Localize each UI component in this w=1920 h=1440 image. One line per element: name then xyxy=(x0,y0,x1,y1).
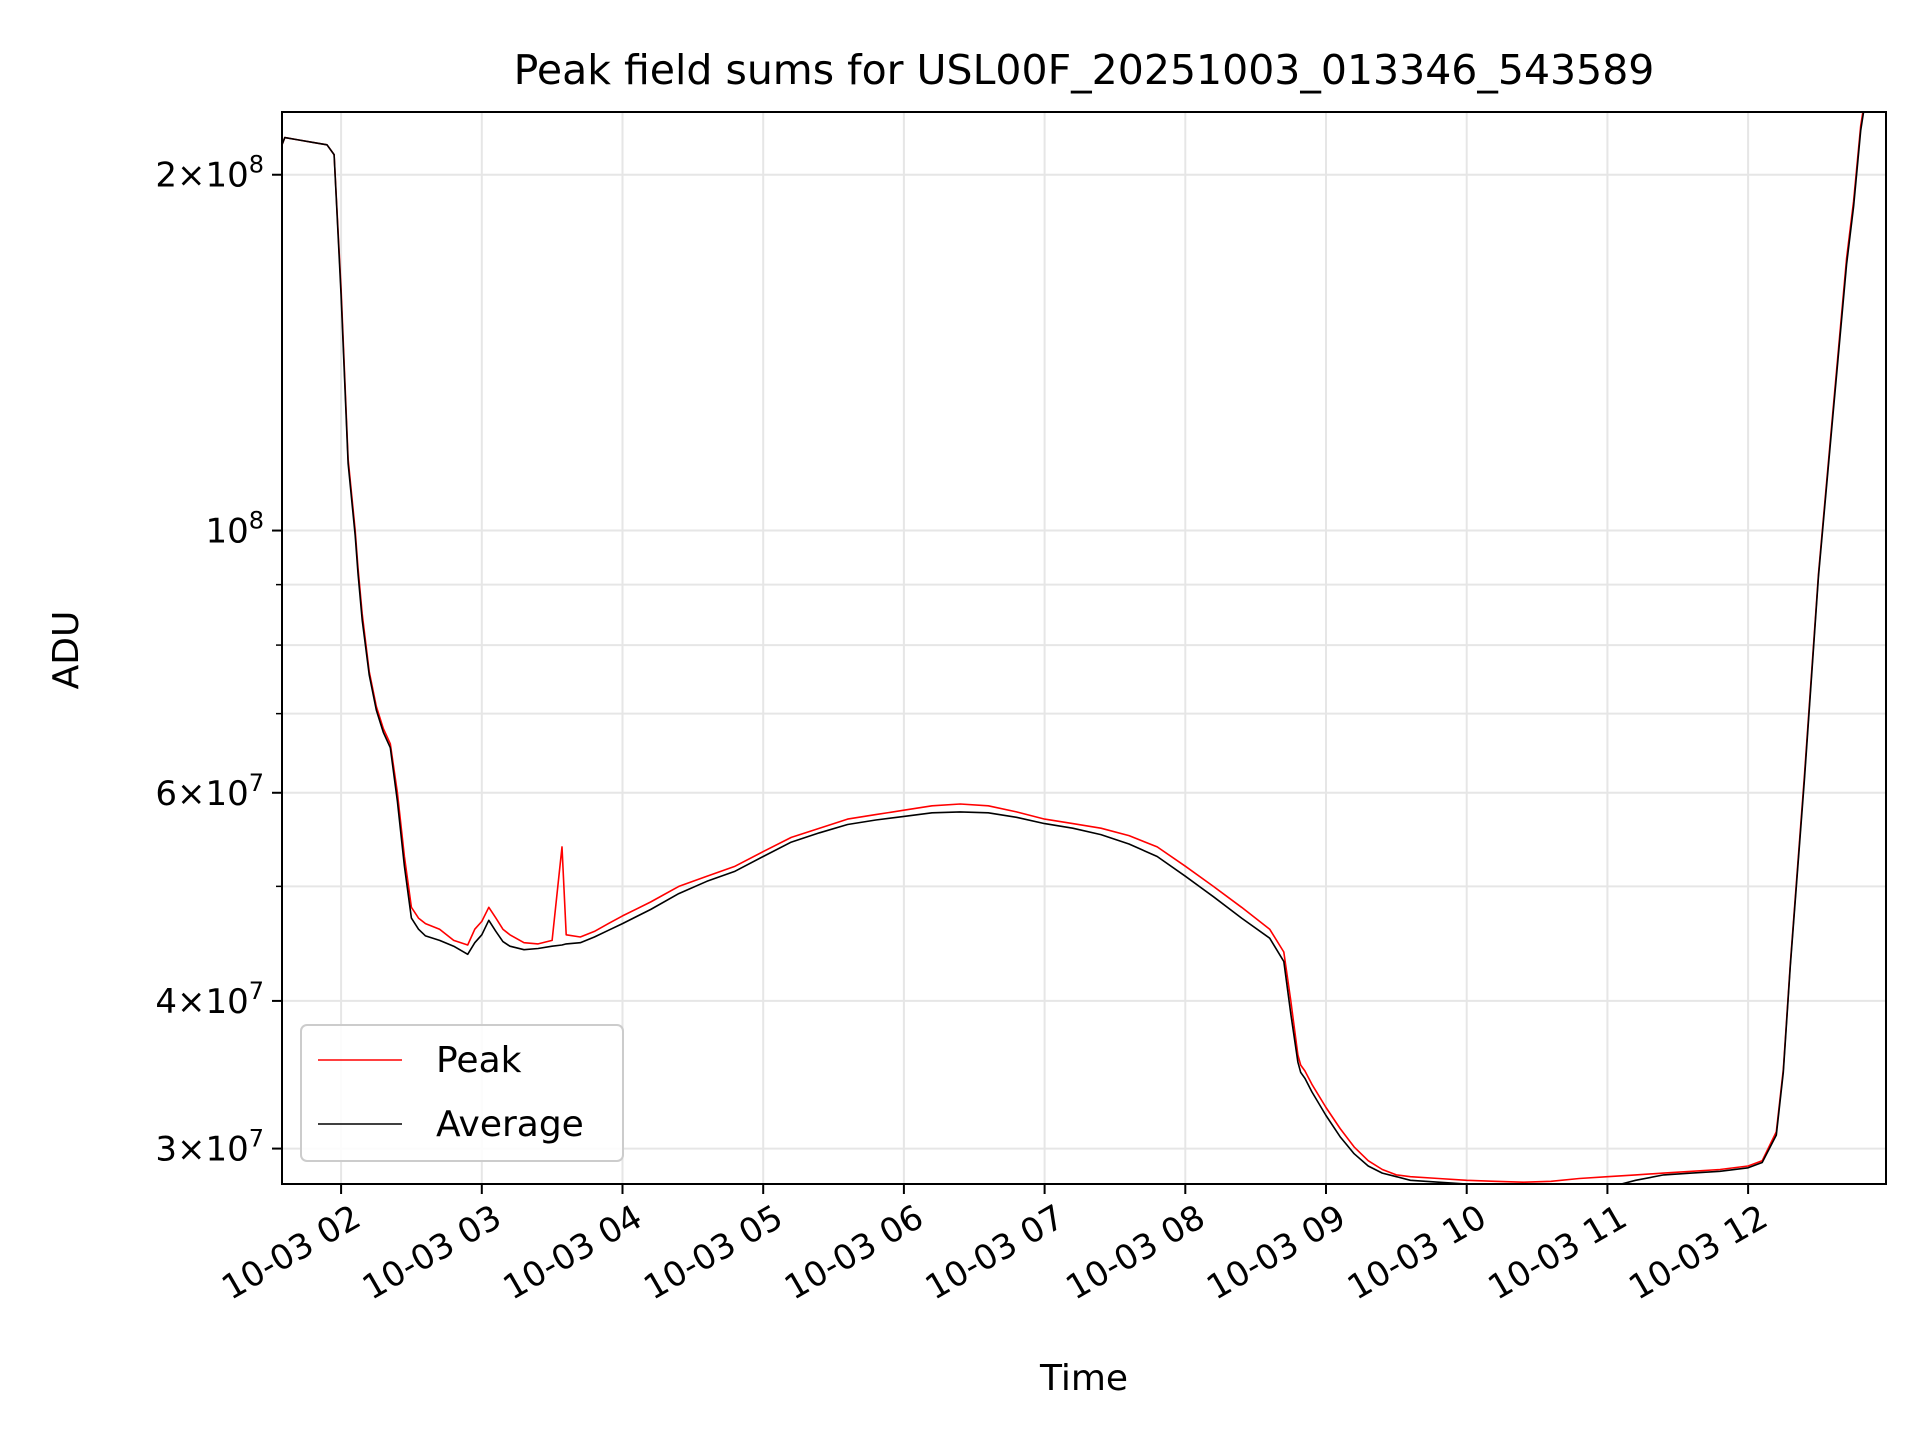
y-tick-label-2: 6×107 xyxy=(155,769,264,814)
legend-label-peak: Peak xyxy=(436,1040,522,1081)
series-line-peak xyxy=(282,112,1864,1183)
grid xyxy=(282,112,1886,1184)
y-tick-label-0: 3×107 xyxy=(155,1125,264,1170)
plot-frame xyxy=(281,111,1887,1185)
series-line-average xyxy=(282,112,1865,1184)
y-axis-label: ADU xyxy=(46,611,87,690)
series-group xyxy=(282,112,1865,1184)
chart-title: Peak field sums for USL00F_20251003_0133… xyxy=(514,46,1655,94)
y-tick-label-1: 4×107 xyxy=(155,977,264,1022)
legend: Peak Average xyxy=(300,1024,624,1162)
plot-area xyxy=(282,112,1886,1184)
legend-label-average: Average xyxy=(436,1104,584,1145)
legend-box xyxy=(300,1024,624,1162)
y-tick-label-3: 108 xyxy=(205,507,264,552)
y-axis-ticks: 3×107 4×107 6×107 108 2×108 xyxy=(155,151,282,1170)
y-tick-label-4: 2×108 xyxy=(155,151,264,196)
x-axis-label: Time xyxy=(1039,1358,1128,1399)
